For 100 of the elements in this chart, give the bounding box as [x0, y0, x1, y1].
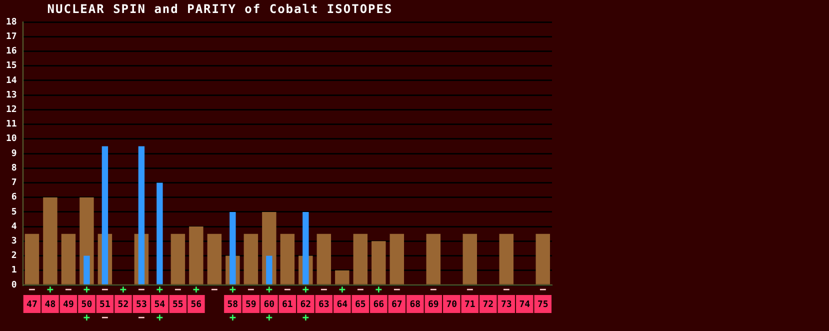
- data-label: +: [83, 282, 90, 296]
- bar: [499, 234, 514, 284]
- x-tick-label: 56: [190, 300, 202, 310]
- y-tick-label: 14: [6, 76, 18, 86]
- bar: [316, 234, 332, 284]
- bar: [372, 241, 386, 284]
- data-label: +: [375, 282, 382, 296]
- data-label: −: [102, 282, 109, 296]
- y-tick-label: 2: [11, 251, 17, 262]
- data-label: +: [192, 282, 200, 296]
- y-tick-label: 6: [11, 192, 17, 203]
- bar: [302, 212, 309, 284]
- x-tick-label: 61: [282, 300, 293, 310]
- data-label: +: [302, 310, 310, 324]
- x-tick-label: 58: [227, 300, 238, 310]
- data-label: +: [46, 282, 54, 296]
- y-tick-label: 10: [6, 134, 17, 144]
- x-tick-label: 72: [482, 300, 494, 310]
- x-tick-label: 75: [537, 300, 548, 310]
- bar: [335, 270, 350, 284]
- bar: [536, 234, 550, 284]
- bar: [170, 234, 186, 284]
- bar: [24, 234, 40, 284]
- data-label: +: [229, 310, 236, 324]
- data-label: −: [394, 282, 401, 296]
- data-label: +: [156, 282, 164, 296]
- y-tick-label: 9: [11, 148, 17, 159]
- chart-title: NUCLEAR SPIN and PARITY of Cobalt ISOTOPES: [46, 2, 394, 16]
- data-label: −: [320, 282, 328, 296]
- bar: [280, 234, 295, 284]
- data-label: −: [65, 282, 72, 296]
- bar: [102, 146, 108, 284]
- y-tick-label: 16: [6, 46, 17, 57]
- data-label: +: [302, 282, 310, 296]
- y-tick-label: 4: [11, 222, 18, 232]
- data-label: +: [229, 282, 236, 296]
- data-label: −: [503, 282, 510, 296]
- data-label: −: [540, 282, 547, 296]
- bar: [189, 226, 204, 284]
- data-label: −: [211, 282, 218, 296]
- x-tick-label: 48: [44, 300, 56, 310]
- y-tick-label: 11: [6, 120, 17, 130]
- x-tick-label: 47: [26, 300, 38, 310]
- x-tick-label: 54: [154, 300, 166, 310]
- bar: [207, 234, 222, 284]
- x-tick-label: 74: [519, 300, 531, 310]
- data-label: −: [357, 282, 364, 296]
- x-tick-label: 59: [246, 300, 256, 310]
- x-tick-label: 52: [118, 300, 129, 310]
- data-label: −: [248, 282, 255, 296]
- x-tick-label: 50: [81, 300, 92, 310]
- data-label: −: [138, 282, 146, 296]
- y-tick-label: 12: [6, 105, 17, 116]
- x-tick-label: 67: [391, 300, 402, 310]
- bar: [84, 256, 90, 284]
- x-tick-label: 49: [63, 300, 74, 310]
- bar: [230, 212, 236, 284]
- data-label: +: [338, 282, 346, 296]
- y-tick-label: 5: [11, 207, 17, 218]
- y-tick-label: 18: [6, 17, 17, 28]
- data-label: −: [174, 282, 182, 296]
- x-tick-label: 64: [336, 300, 348, 310]
- x-tick-label: 55: [172, 300, 184, 310]
- data-label: −: [430, 282, 438, 296]
- data-label: +: [266, 282, 273, 296]
- x-tick-label: 68: [410, 300, 421, 310]
- x-tick-label: 51: [100, 300, 110, 310]
- x-tick-label: 70: [446, 300, 458, 310]
- x-tick-label: 69: [428, 300, 439, 310]
- bar: [353, 234, 368, 284]
- x-tick-label: 65: [354, 300, 366, 310]
- y-tick-label: 3: [11, 236, 17, 247]
- data-label: +: [266, 310, 273, 324]
- data-label: −: [102, 310, 109, 324]
- bar: [43, 197, 58, 284]
- y-tick-label: 13: [6, 90, 17, 100]
- x-tick-label: 73: [500, 300, 512, 310]
- y-tick-label: 1: [11, 266, 17, 276]
- x-tick-label: 66: [373, 300, 384, 310]
- x-tick-label: 71: [464, 300, 476, 310]
- y-tick-label: 0: [11, 280, 17, 290]
- bar: [462, 234, 478, 284]
- bar: [244, 234, 258, 284]
- data-label: −: [138, 310, 146, 324]
- data-label: −: [466, 282, 474, 296]
- data-label: −: [28, 282, 36, 296]
- bar: [266, 256, 272, 284]
- x-tick-label: 63: [318, 300, 330, 310]
- bar: [138, 146, 145, 284]
- data-label: −: [284, 282, 292, 296]
- x-tick-label: 62: [300, 300, 312, 310]
- data-label: +: [120, 282, 127, 296]
- y-tick-label: 15: [6, 61, 17, 72]
- bar: [390, 234, 404, 284]
- data-label: +: [156, 310, 164, 324]
- data-label: +: [83, 310, 90, 324]
- bar: [156, 182, 163, 284]
- y-tick-label: 7: [11, 178, 17, 188]
- bar: [61, 234, 76, 284]
- bar: [426, 234, 441, 284]
